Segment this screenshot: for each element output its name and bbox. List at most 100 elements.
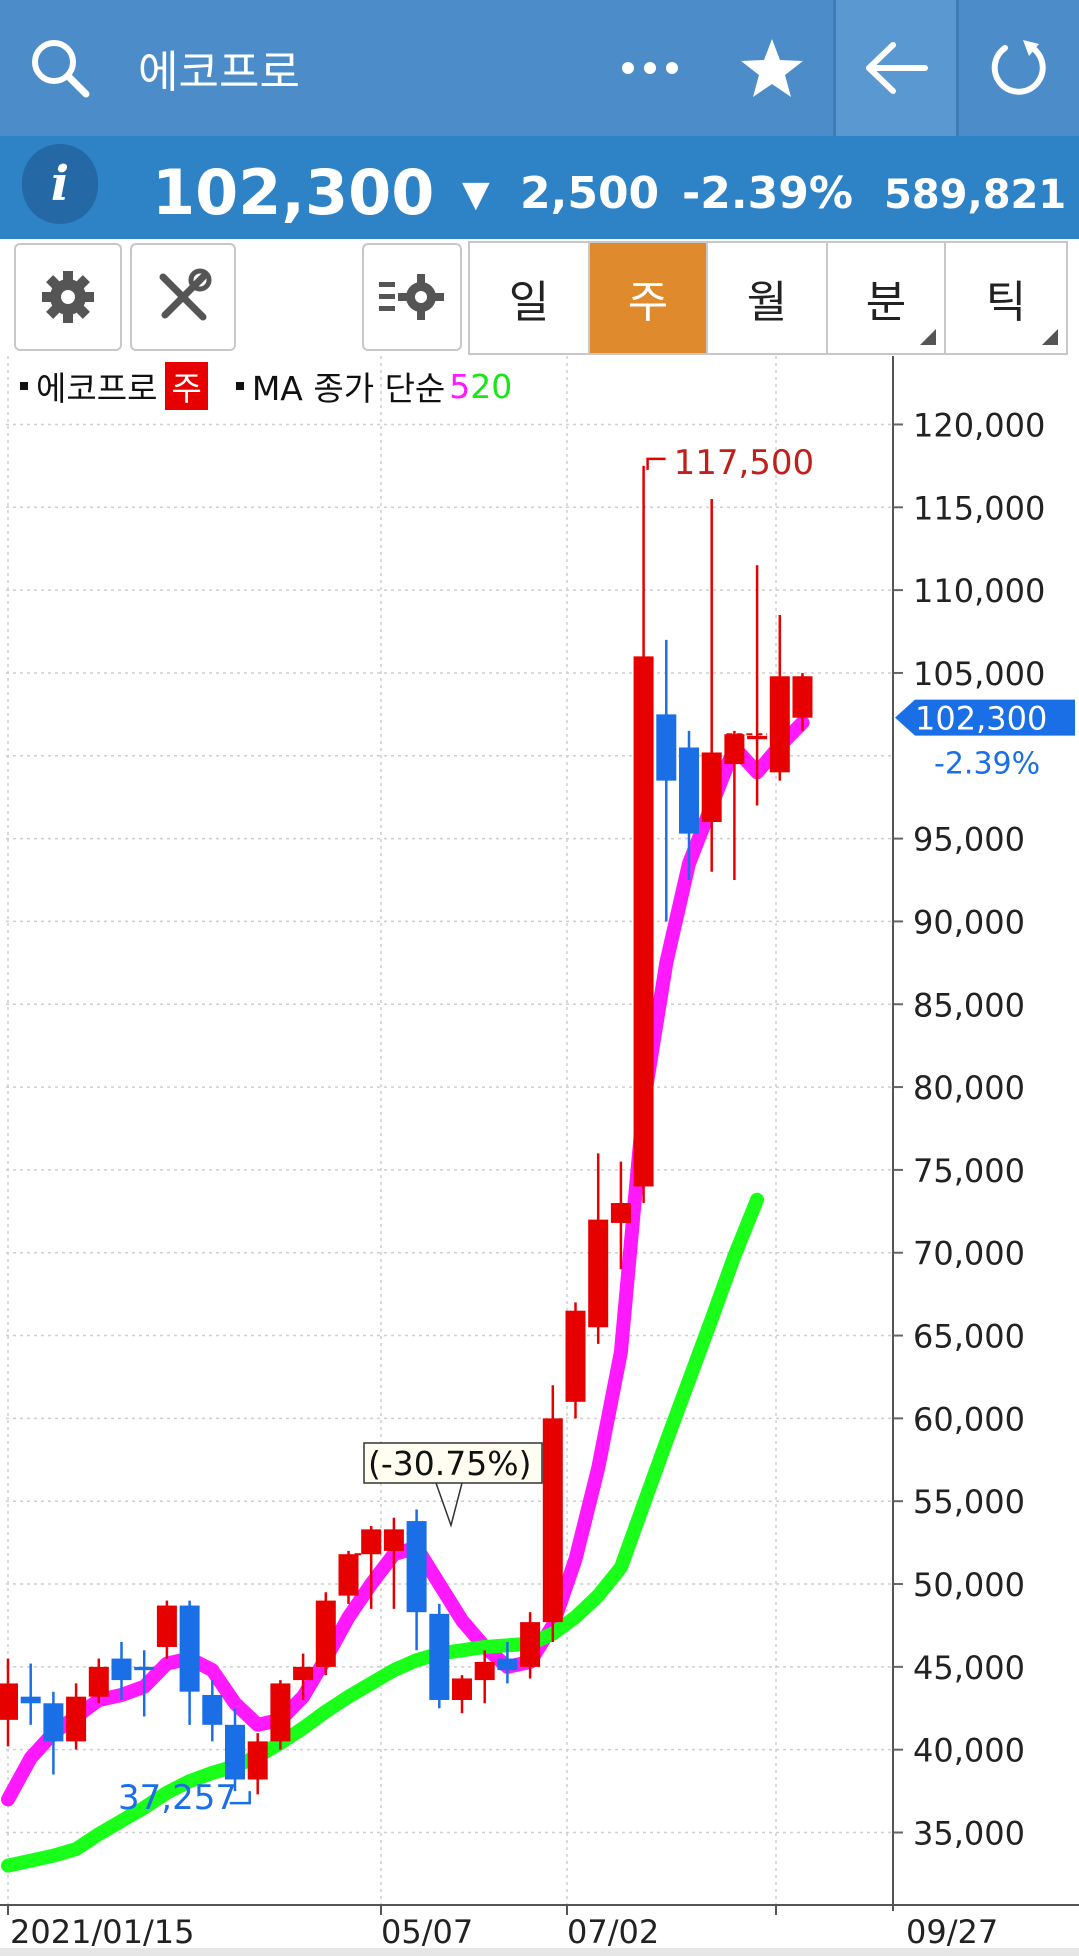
- change-percent: -2.39%: [682, 168, 853, 219]
- candle-body: [679, 747, 699, 834]
- high-label: 117,500: [674, 443, 815, 483]
- divider: [956, 0, 959, 136]
- legend-bullet: [235, 382, 244, 390]
- period-day[interactable]: 일: [470, 243, 590, 353]
- dropdown-corner-icon: [920, 329, 936, 345]
- candle-body: [610, 1203, 631, 1223]
- period-minute-label: 분: [865, 277, 907, 328]
- candle-body: [565, 1310, 586, 1402]
- y-tick-label: 70,000: [913, 1235, 1025, 1273]
- candle-body: [225, 1724, 245, 1780]
- candle-body: [452, 1678, 472, 1700]
- period-tick[interactable]: 틱: [946, 243, 1066, 353]
- period-minute[interactable]: 분: [828, 243, 946, 353]
- candle-body: [338, 1554, 359, 1596]
- low-label: 37,257: [118, 1778, 237, 1818]
- search-icon[interactable]: [22, 0, 98, 136]
- y-tick-label: 55,000: [913, 1483, 1025, 1521]
- candle-body: [406, 1521, 427, 1613]
- candle-body: [497, 1658, 518, 1671]
- legend-period-tag: 주: [165, 362, 208, 410]
- candle-body: [247, 1741, 268, 1780]
- divider: [833, 0, 836, 136]
- candle-body: [293, 1666, 314, 1681]
- y-tick-label: 65,000: [913, 1318, 1025, 1356]
- candle-body: [588, 1219, 609, 1328]
- candle-body: [474, 1661, 495, 1681]
- candle-body: [88, 1666, 109, 1697]
- y-tick-label: 85,000: [913, 986, 1025, 1024]
- legend-ma-label: MA 종가 단순: [251, 369, 446, 408]
- last-pct-label: -2.39%: [934, 747, 1040, 782]
- indicator-settings-icon: [379, 274, 444, 320]
- indicator-settings-button[interactable]: [362, 243, 462, 351]
- ma5-line: [1, 715, 810, 1807]
- candle-body: [270, 1683, 291, 1742]
- price-change: 2,500: [520, 168, 660, 219]
- chart-settings-button[interactable]: [14, 243, 122, 351]
- candle-body: [0, 1683, 18, 1720]
- candle-body: [43, 1703, 64, 1742]
- candle-body: [202, 1695, 223, 1725]
- period-week[interactable]: 주: [590, 243, 708, 353]
- y-tick-label: 110,000: [913, 572, 1045, 610]
- candle-body: [633, 656, 654, 1187]
- candle-body: [701, 752, 722, 823]
- candlestick-chart[interactable]: 120,000 115,000 110,000 105,000 95,000 90,000…: [0, 356, 1079, 1948]
- y-tick-label: 90,000: [913, 903, 1025, 941]
- candle-body: [747, 735, 768, 740]
- tools-icon: [159, 268, 212, 321]
- y-tick-label: 80,000: [913, 1069, 1025, 1107]
- drawdown-pointer: [435, 1482, 463, 1528]
- settings-gear-icon: [42, 271, 94, 323]
- period-month[interactable]: 월: [708, 243, 828, 353]
- x-tick-label: 09/27: [906, 1913, 998, 1948]
- legend-ma20: 20: [470, 366, 513, 406]
- candle-body: [429, 1613, 450, 1700]
- change-arrow: ▼: [462, 174, 490, 215]
- period-selector: 일 주 월 분 틱: [468, 241, 1068, 355]
- y-tick-label: 45,000: [913, 1649, 1025, 1687]
- trade-volume: 589,821: [884, 172, 1067, 218]
- candle-body: [111, 1658, 132, 1681]
- low-pointer: [229, 1791, 251, 1805]
- candle-body: [656, 714, 677, 781]
- dropdown-corner-icon: [1042, 329, 1058, 345]
- candle-body: [315, 1600, 336, 1667]
- candle-body: [383, 1529, 404, 1551]
- x-tick-label: 2021/01/15: [10, 1913, 194, 1948]
- legend-ma5: 5: [449, 366, 471, 406]
- refresh-icon[interactable]: [959, 0, 1079, 136]
- back-arrow-icon[interactable]: [836, 0, 956, 136]
- y-tick-label: 60,000: [913, 1400, 1025, 1438]
- ma20-line: [1, 1192, 765, 1873]
- candle-body: [724, 734, 745, 765]
- y-tick-label: 35,000: [913, 1815, 1025, 1853]
- y-tick-label: 95,000: [913, 821, 1025, 859]
- candle-body: [792, 676, 813, 718]
- star-icon[interactable]: [730, 0, 814, 136]
- chart-legend: 에코프로 주 MA 종가 단순 5 20: [20, 362, 512, 410]
- legend-stock-name: 에코프로: [36, 369, 158, 408]
- stock-name[interactable]: 에코프로: [138, 47, 300, 98]
- candle-body: [134, 1666, 155, 1671]
- candle-body: [769, 676, 790, 773]
- candle-body: [179, 1605, 200, 1692]
- y-tick-label: 115,000: [913, 489, 1045, 527]
- current-price: 102,300: [152, 156, 435, 229]
- y-tick-label: 50,000: [913, 1566, 1025, 1604]
- more-icon[interactable]: [610, 0, 690, 136]
- info-icon[interactable]: i: [22, 144, 98, 224]
- y-tick-label: 75,000: [913, 1152, 1025, 1190]
- bottom-strip: [0, 1948, 1079, 1956]
- chart-tools-button[interactable]: [130, 243, 236, 351]
- y-tick-label: 120,000: [913, 406, 1045, 444]
- candle-body: [66, 1696, 87, 1742]
- drawdown-label: (-30.75%): [368, 1444, 532, 1483]
- candle-body: [156, 1605, 177, 1647]
- drawdown-box: [363, 1442, 543, 1484]
- top-bar: 에코프로: [0, 0, 1079, 136]
- high-pointer: [646, 457, 666, 470]
- y-tick-label: 40,000: [913, 1732, 1025, 1770]
- quote-bar: i 102,300 ▼ 2,500 -2.39% 589,821: [0, 136, 1079, 239]
